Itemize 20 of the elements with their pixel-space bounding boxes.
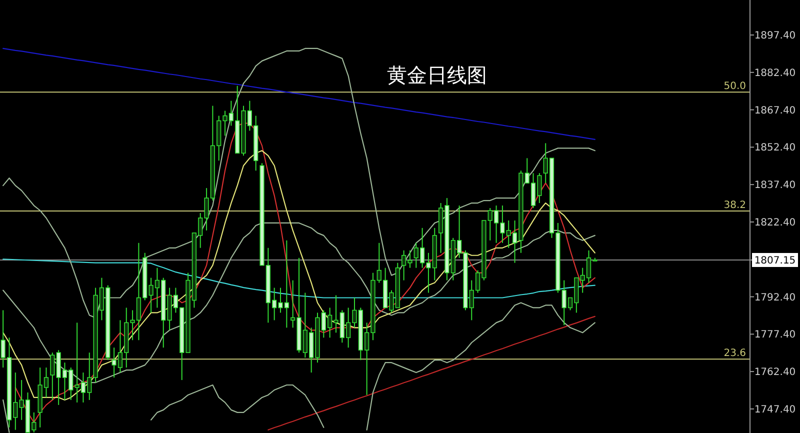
- y-tick-label: 1822.40: [754, 217, 796, 228]
- y-tick-label: 1867.40: [754, 105, 796, 116]
- y-tick-label: 1747.40: [754, 404, 796, 416]
- candlestick: [50, 352, 55, 400]
- line-series: [2, 48, 596, 318]
- y-tick-label: 1762.40: [754, 367, 796, 378]
- y-tick-label: 1777.40: [754, 330, 796, 341]
- line-series: [268, 316, 596, 430]
- y-tick-label: 1897.40: [754, 30, 796, 42]
- annotation: 38.2: [724, 200, 746, 212]
- annotation: 23.6: [724, 348, 746, 360]
- line-series: [2, 150, 596, 401]
- text: 黄金日线图: [387, 63, 487, 87]
- y-tick-label: 1792.40: [754, 292, 796, 304]
- y-tick-label: 1807.15: [754, 255, 796, 266]
- y-tick-label: 1852.40: [754, 142, 796, 154]
- line-series: [2, 48, 596, 140]
- annotation: 50.0: [724, 81, 746, 92]
- y-tick-label: 1837.40: [754, 180, 796, 192]
- y-tick-label: 1882.40: [754, 68, 796, 79]
